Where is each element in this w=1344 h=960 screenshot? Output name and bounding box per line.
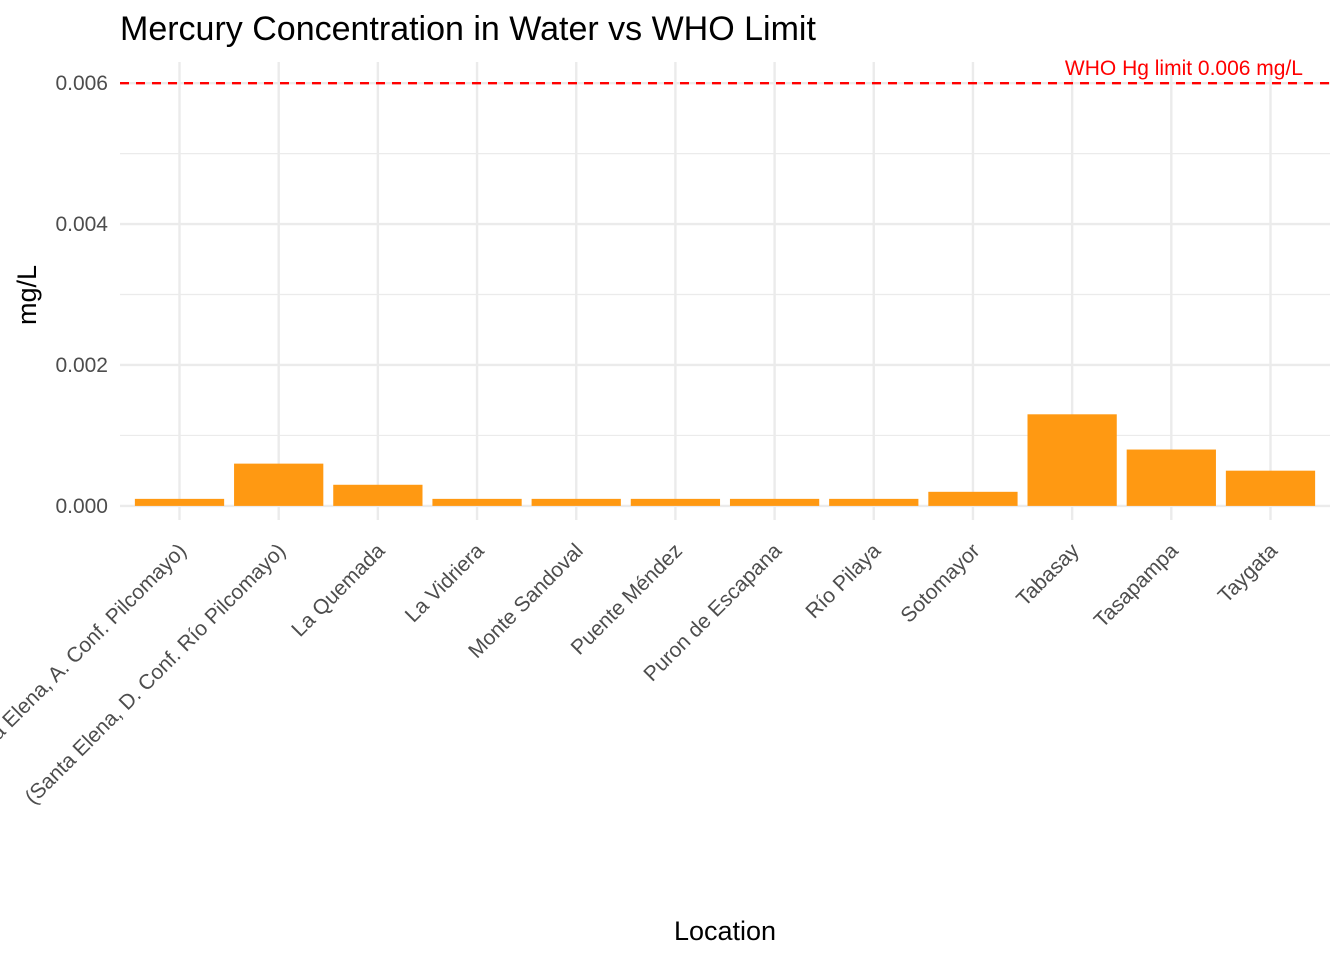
y-tick-label: 0.004	[55, 213, 108, 236]
bar	[531, 498, 621, 506]
reference-line-group: WHO Hg limit 0.006 mg/L	[120, 57, 1330, 85]
x-tick-label: La Vidriera	[401, 539, 489, 627]
bar	[928, 491, 1018, 506]
x-axis-ticks: (Santa Elena, A. Conf. Pilcomayo)(Santa …	[0, 539, 1282, 809]
bar	[729, 498, 820, 506]
bar	[432, 498, 522, 506]
bar	[234, 463, 324, 506]
reference-line-label: WHO Hg limit 0.006 mg/L	[1065, 57, 1303, 80]
bars	[134, 414, 1316, 506]
bar	[829, 498, 919, 506]
x-tick-label: Tasapampa	[1090, 539, 1183, 632]
bar	[1027, 414, 1117, 506]
bar	[1225, 470, 1316, 506]
x-tick-label: Sotomayor	[896, 539, 984, 627]
x-axis-title: Location	[674, 916, 776, 946]
y-axis-title: mg/L	[12, 265, 42, 325]
y-tick-label: 0.006	[55, 72, 108, 95]
chart-title: Mercury Concentration in Water vs WHO Li…	[120, 10, 816, 48]
y-axis-ticks: 0.000 0.002 0.004 0.006	[55, 72, 108, 518]
bar	[134, 498, 225, 506]
y-tick-label: 0.000	[55, 495, 108, 518]
y-tick-label: 0.002	[55, 354, 108, 377]
x-tick-label: Río Pilaya	[801, 539, 885, 623]
x-tick-label: La Quemada	[287, 539, 389, 641]
x-tick-label: Tabasay	[1012, 539, 1084, 611]
bar	[333, 484, 423, 506]
bar	[1126, 449, 1216, 506]
x-tick-label: Taygata	[1214, 539, 1282, 607]
grid	[120, 62, 1330, 520]
bar	[630, 498, 721, 506]
